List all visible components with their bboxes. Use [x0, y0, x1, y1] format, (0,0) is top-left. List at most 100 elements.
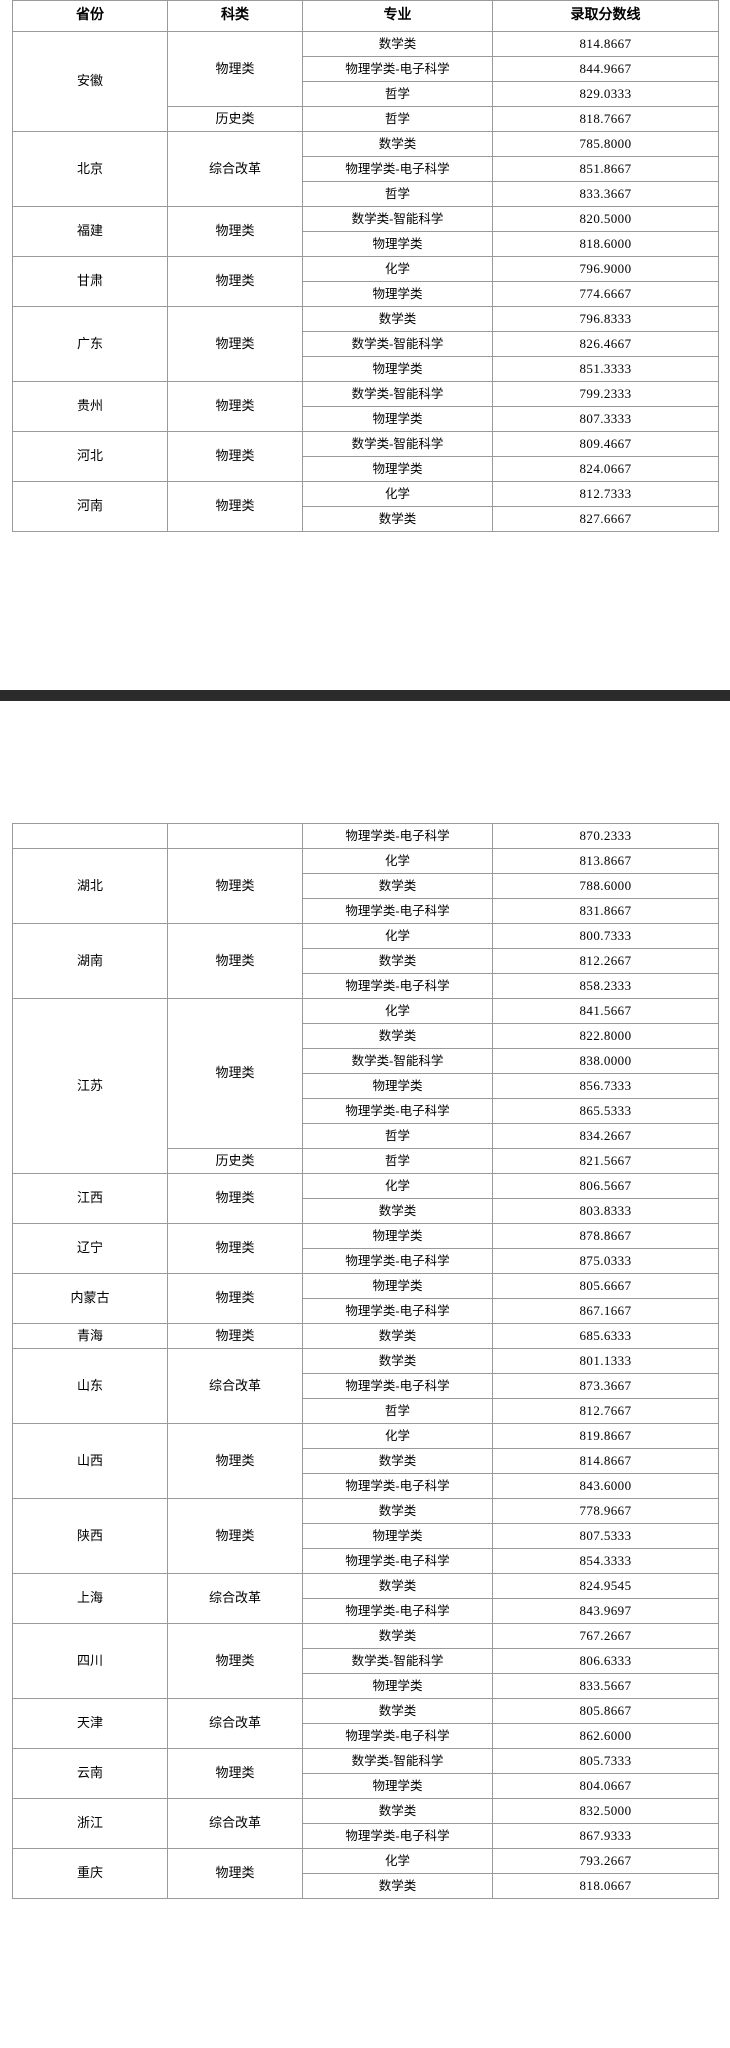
cell-score: 788.6000 [492, 873, 719, 899]
cell-major: 化学 [302, 923, 493, 949]
cell-major: 数学类 [302, 131, 493, 157]
cell-major: 数学类 [302, 1198, 493, 1224]
table-row: 浙江 综合改革 数学类 832.5000 [12, 1798, 719, 1849]
cell-category: 物理类 [167, 431, 303, 482]
cell-score: 824.0667 [492, 456, 719, 482]
cell-major: 哲学 [302, 1148, 493, 1174]
cell-major: 数学类-智能科学 [302, 1748, 493, 1774]
cell-major: 物理学类-电子科学 [302, 1248, 493, 1274]
cell-category [167, 823, 303, 849]
cell-category: 物理类 [167, 1498, 303, 1574]
cell-province: 内蒙古 [12, 1273, 168, 1324]
cell-major: 物理学类-电子科学 [302, 56, 493, 82]
table-row: 广东 物理类 数学类 796.8333 [12, 306, 719, 382]
page-bottom-padding [0, 1899, 730, 1935]
table-row: 北京 综合改革 数学类 785.8000 [12, 131, 719, 207]
cell-major: 数学类-智能科学 [302, 206, 493, 232]
table-row: 物理学类-电子科学 843.9697 [13, 1598, 719, 1624]
cell-category: 物理类 [167, 206, 303, 257]
table-row: 物理学类 774.6667 [13, 281, 719, 307]
cell-major: 物理学类 [302, 1073, 493, 1099]
cell-major: 数学类 [302, 1448, 493, 1474]
cell-province: 河南 [12, 481, 168, 532]
cell-major: 化学 [302, 848, 493, 874]
cell-major: 物理学类 [302, 281, 493, 307]
table-row: 数学类-智能科学 806.6333 [13, 1648, 719, 1674]
table-row: 物理学类 851.3333 [13, 356, 719, 382]
table-row: 数学类 788.6000 [13, 873, 719, 899]
table-row: 数学类 822.8000 [13, 1023, 719, 1049]
cell-major: 数学类 [302, 1798, 493, 1824]
cell-score: 833.3667 [492, 181, 719, 207]
table-row: 历史类 哲学 821.5667 [13, 1148, 719, 1174]
cell-score: 827.6667 [492, 506, 719, 532]
cell-major: 化学 [302, 998, 493, 1024]
cell-score: 843.6000 [492, 1473, 719, 1499]
cell-province: 上海 [12, 1573, 168, 1624]
cell-score: 785.8000 [492, 131, 719, 157]
table-row: 辽宁 物理类 物理学类 878.8667 [12, 1223, 719, 1274]
cell-province: 浙江 [12, 1798, 168, 1849]
cell-score: 812.7667 [492, 1398, 719, 1424]
column-header-category: 科类 [167, 0, 303, 32]
cell-major: 哲学 [302, 81, 493, 107]
cell-province: 江西 [12, 1173, 168, 1224]
cell-category: 综合改革 [167, 1698, 303, 1749]
cell-province: 辽宁 [12, 1223, 168, 1274]
column-header-province: 省份 [12, 0, 168, 32]
cell-score: 854.3333 [492, 1548, 719, 1574]
cell-score: 826.4667 [492, 331, 719, 357]
cell-category: 物理类 [167, 381, 303, 432]
cell-score: 796.9000 [492, 256, 719, 282]
cell-major: 物理学类-电子科学 [302, 1598, 493, 1624]
section-divider-bar [0, 690, 730, 701]
cell-category: 物理类 [167, 256, 303, 307]
table-row: 物理学类 833.5667 [13, 1673, 719, 1699]
cell-major: 数学类 [302, 506, 493, 532]
table-row: 物理学类-电子科学 858.2333 [13, 973, 719, 999]
table-row: 哲学 833.3667 [13, 181, 719, 207]
cell-score: 856.7333 [492, 1073, 719, 1099]
cell-score: 821.5667 [492, 1148, 719, 1174]
cell-score: 774.6667 [492, 281, 719, 307]
cell-major: 数学类-智能科学 [302, 1048, 493, 1074]
table-row: 物理学类 807.3333 [13, 406, 719, 432]
cell-major: 物理学类-电子科学 [302, 1373, 493, 1399]
cell-score: 805.8667 [492, 1698, 719, 1724]
cell-province: 北京 [12, 131, 168, 207]
table-row: 河南 物理类 化学 812.7333 [12, 481, 719, 532]
cell-category: 物理类 [167, 1423, 303, 1499]
cell-score: 778.9667 [492, 1498, 719, 1524]
table-row: 湖南 物理类 化学 800.7333 [12, 923, 719, 999]
cell-major: 物理学类-电子科学 [302, 973, 493, 999]
cell-category: 综合改革 [167, 1348, 303, 1424]
cell-province [12, 823, 168, 849]
cell-category: 物理类 [167, 1623, 303, 1699]
cell-score: 820.5000 [492, 206, 719, 232]
table-row: 数学类 818.0667 [13, 1873, 719, 1899]
cell-score: 873.3667 [492, 1373, 719, 1399]
cell-score: 805.7333 [492, 1748, 719, 1774]
table-row: 物理学类-电子科学 844.9667 [13, 56, 719, 82]
cell-category: 历史类 [167, 106, 303, 132]
table-row: 四川 物理类 数学类 767.2667 [12, 1623, 719, 1699]
column-header-score: 录取分数线 [492, 0, 719, 32]
table-row: 物理学类 807.5333 [13, 1523, 719, 1549]
cell-category: 物理类 [167, 1748, 303, 1799]
gap-below-divider [0, 701, 730, 823]
cell-major: 数学类 [302, 1623, 493, 1649]
cell-score: 878.8667 [492, 1223, 719, 1249]
cell-score: 813.8667 [492, 848, 719, 874]
table-row: 江苏 物理类 化学 841.5667 [12, 998, 719, 1174]
table-row: 物理学类 804.0667 [13, 1773, 719, 1799]
table-row: 物理学类-电子科学 873.3667 [13, 1373, 719, 1399]
table-row: 贵州 物理类 数学类-智能科学 799.2333 [12, 381, 719, 432]
cell-major: 物理学类-电子科学 [302, 1473, 493, 1499]
cell-major: 物理学类 [302, 406, 493, 432]
cell-category: 物理类 [167, 1173, 303, 1224]
cell-score: 809.4667 [492, 431, 719, 457]
cell-score: 844.9667 [492, 56, 719, 82]
cell-province: 河北 [12, 431, 168, 482]
table-row: 数学类 812.2667 [13, 948, 719, 974]
